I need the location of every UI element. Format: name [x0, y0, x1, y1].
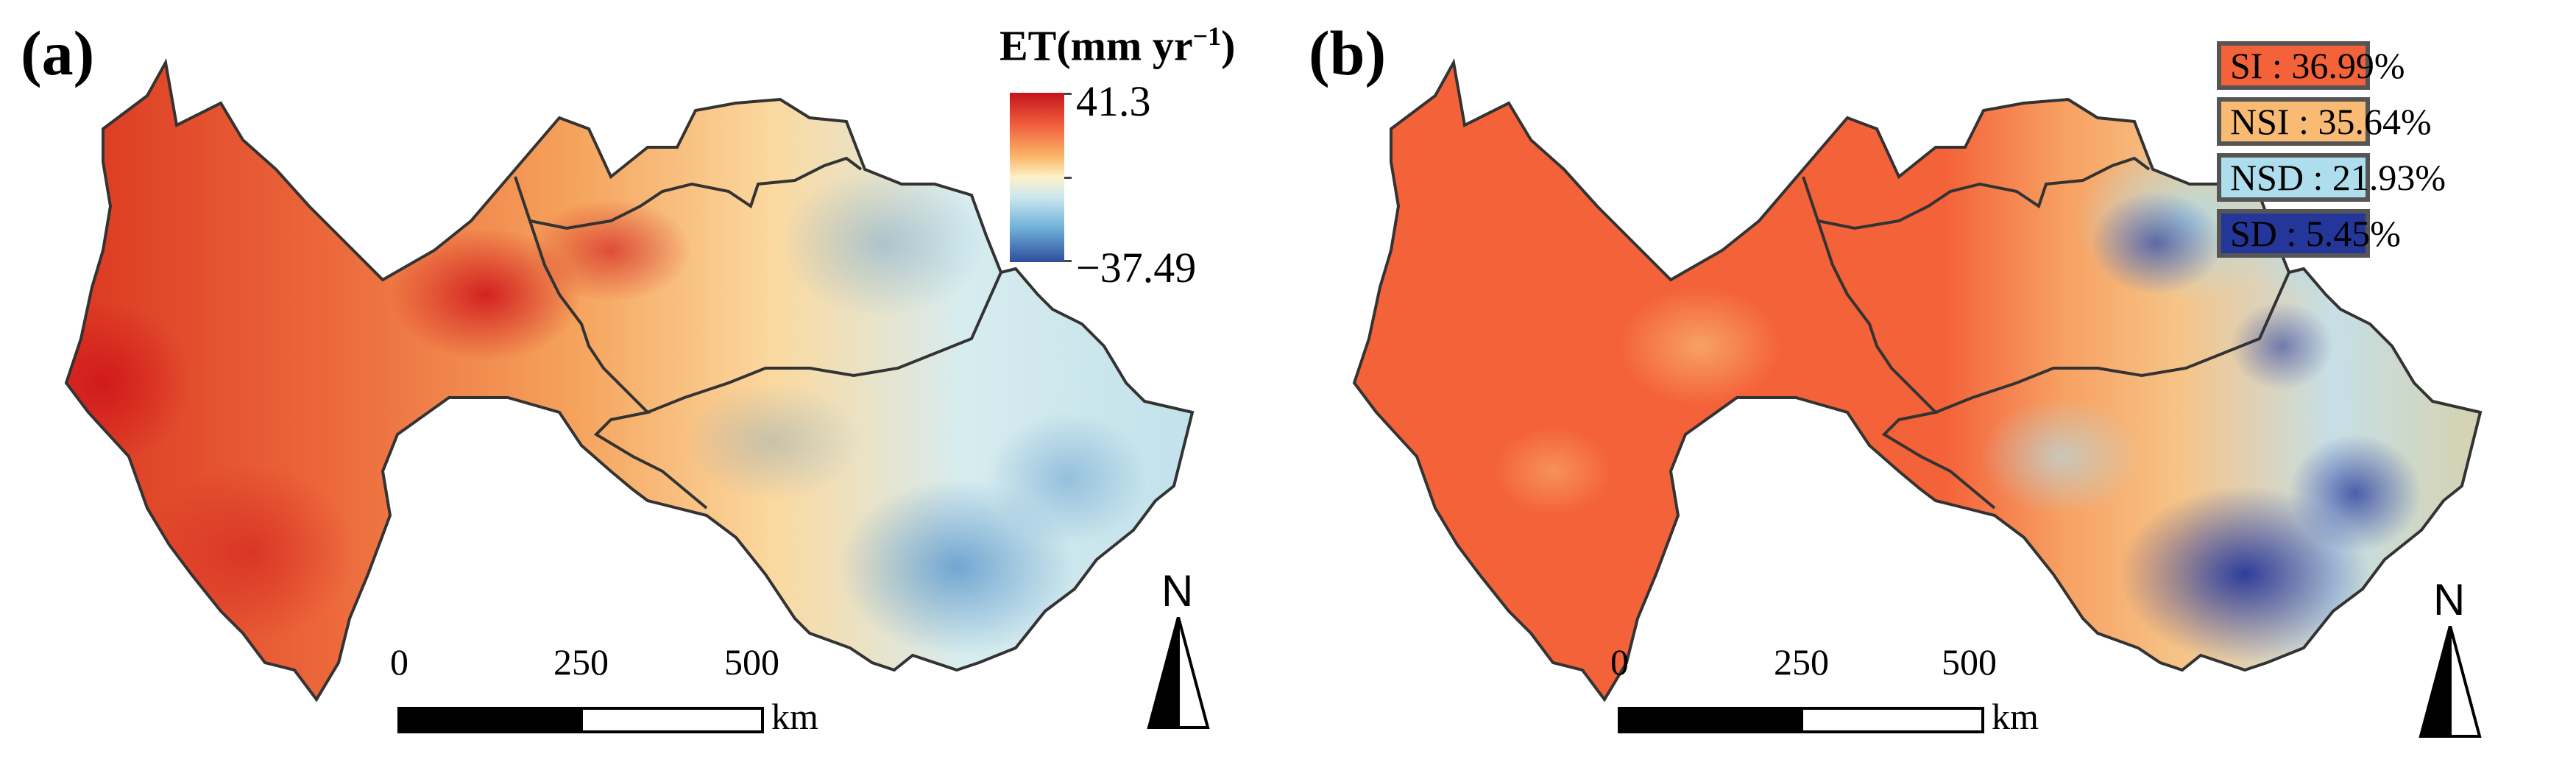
- scale-tick-250: 250: [1774, 641, 1829, 683]
- north-label: N: [1161, 566, 1194, 616]
- colorbar-title-text: ET(mm yr: [999, 21, 1193, 70]
- colorbar-tick-min: [1064, 260, 1072, 262]
- legend-swatch-nsi: [2217, 97, 2370, 146]
- legend-swatch-nsd: [2217, 153, 2370, 202]
- scale-unit: km: [771, 696, 818, 737]
- scale-tick-500: 500: [1942, 641, 1997, 683]
- north-arrow-icon: [1147, 617, 1210, 729]
- colorbar-min-label: −37.49: [1076, 244, 1197, 292]
- scale-tick-0: 0: [1610, 641, 1629, 683]
- panel-b-label: (b): [1309, 18, 1387, 88]
- scale-tick-250: 250: [553, 641, 609, 683]
- colorbar-max-label: 41.3: [1076, 77, 1151, 125]
- legend-swatch-si: [2217, 41, 2370, 90]
- colorbar-tick-mid: [1064, 177, 1072, 179]
- colorbar-title-close: ): [1221, 21, 1236, 70]
- scale-unit: km: [1992, 696, 2039, 737]
- scale-tick-500: 500: [724, 641, 779, 683]
- colorbar-title-exponent: −1: [1192, 21, 1222, 51]
- colorbar-tick-max: [1064, 93, 1072, 95]
- legend-label-si: SI : 36.99%: [2230, 45, 2405, 86]
- panel-b: (b) SI : 36.99% NSI : 35.64% NSD : 21.93…: [1288, 0, 2576, 779]
- north-label: N: [2433, 575, 2466, 624]
- legend-label-nsi: NSI : 35.64%: [2230, 101, 2432, 142]
- legend-label-nsd: NSD : 21.93%: [2230, 157, 2446, 198]
- scale-bar: [1618, 707, 1984, 733]
- panel-a: (a) ET(mm yr−1) 41.3 −37.49 0 250 500 km…: [21, 18, 1235, 737]
- colorbar: [1010, 93, 1064, 262]
- panel-a-label: (a): [21, 18, 95, 88]
- legend-swatch-sd: [2217, 209, 2370, 258]
- scale-bar: [397, 707, 764, 733]
- scale-tick-0: 0: [390, 641, 408, 683]
- colorbar-title: ET(mm yr−1): [999, 21, 1235, 70]
- et-trend-map: [65, 61, 1194, 701]
- legend-label-sd: SD : 5.45%: [2230, 213, 2401, 254]
- north-arrow-icon: [2418, 626, 2482, 738]
